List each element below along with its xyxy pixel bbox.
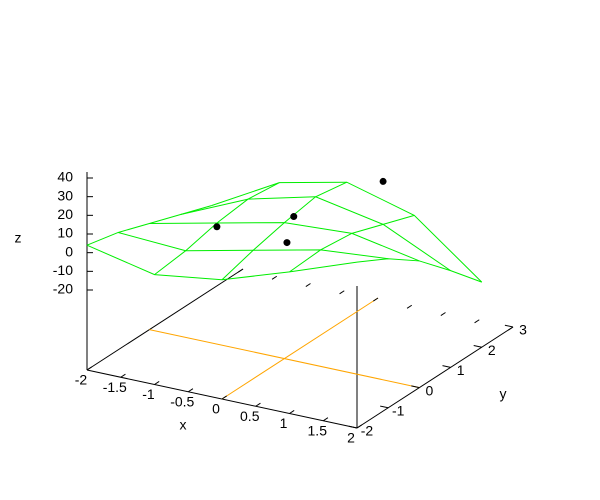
x-tick-mirror <box>373 297 379 302</box>
x-tick-label: -0.5 <box>170 393 194 409</box>
z-tick-label: 30 <box>57 187 73 203</box>
x-tick <box>322 417 329 422</box>
y-tick <box>473 344 482 348</box>
mesh-line <box>221 181 348 281</box>
mesh-line <box>86 204 212 246</box>
x-zero-axis <box>221 297 379 400</box>
x-tick-label: 2 <box>347 430 355 446</box>
y-tick-label: 3 <box>519 322 527 338</box>
z-axis-label: z <box>15 230 22 246</box>
x-tick-label: -1 <box>142 386 155 402</box>
mesh-line <box>154 182 280 276</box>
base-border <box>86 268 244 371</box>
z-tick-label: 40 <box>57 169 73 185</box>
mesh-line <box>289 214 415 273</box>
x-tick-mirror <box>406 304 413 309</box>
x-tick-label: 0.5 <box>240 408 260 424</box>
y-tick <box>411 385 420 389</box>
point <box>213 223 221 231</box>
y-tick-label: -2 <box>361 423 374 439</box>
mesh-line <box>180 196 451 272</box>
y-tick-label: 1 <box>457 362 465 378</box>
y-tick <box>379 405 389 409</box>
x-tick-mirror <box>238 268 244 273</box>
x-tick-label: -2 <box>75 372 88 388</box>
z-tick-label: 10 <box>57 225 73 241</box>
x-tick <box>289 410 295 414</box>
x-axis-label: x <box>180 417 187 433</box>
x-tick-mirror <box>305 283 311 287</box>
point <box>283 239 291 247</box>
z-tick-label: 20 <box>57 206 73 222</box>
mesh-line <box>356 258 482 283</box>
point <box>290 213 298 221</box>
x-tick-mirror <box>508 326 514 331</box>
x-tick-label: 1.5 <box>308 422 328 438</box>
y-tick-label: 0 <box>426 382 434 398</box>
z-tick-label: -20 <box>53 281 73 297</box>
y-tick-label: 2 <box>488 342 496 358</box>
y-tick-label: -1 <box>392 403 405 419</box>
z-tick-label: -10 <box>53 262 73 278</box>
y-axis-label: y <box>500 386 507 402</box>
x-tick-mirror <box>474 319 480 324</box>
base-border <box>356 326 514 429</box>
x-tick-label: -1.5 <box>103 379 127 395</box>
x-tick <box>120 373 126 378</box>
mesh-line <box>118 231 389 260</box>
y-tick <box>504 324 514 328</box>
x-tick <box>154 381 160 385</box>
x-tick-mirror <box>339 290 345 295</box>
x-tick <box>356 424 362 429</box>
x-tick <box>86 366 92 371</box>
x-tick-mirror <box>440 312 446 316</box>
x-tick-mirror <box>271 275 278 280</box>
x-tick <box>255 402 261 407</box>
point <box>379 177 387 185</box>
x-tick <box>221 395 227 400</box>
x-tick <box>187 388 194 393</box>
z-tick-label: 0 <box>65 243 73 259</box>
y-tick <box>442 365 451 368</box>
x-tick-label: 1 <box>280 415 288 431</box>
y-tick <box>348 425 358 429</box>
x-tick-label: 0 <box>212 401 220 417</box>
